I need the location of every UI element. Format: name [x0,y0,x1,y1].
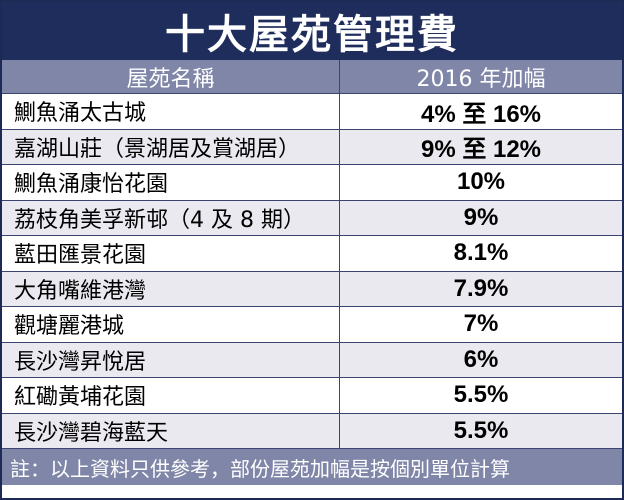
table-row: 鰂魚涌康怡花園 10% [2,165,622,201]
table-row: 嘉湖山莊（景湖居及賞湖居） 9% 至 12% [2,129,622,165]
table-title: 十大屋苑管理費 [2,2,622,60]
header-increase-rate: 2016 年加幅 [416,66,546,92]
estate-name: 長沙灣昇悅居 [2,342,340,377]
increase-rate: 9% 至 12% [420,136,542,164]
increase-rate: 9% [463,203,499,231]
estate-name: 長沙灣碧海藍天 [2,413,340,448]
estate-name: 荔枝角美孚新邨（4 及 8 期） [2,200,340,235]
increase-rate: 7.9% [453,274,509,302]
table-body: 鰂魚涌太古城 4% 至 16% 嘉湖山莊（景湖居及賞湖居） 9% 至 12% 鰂… [2,94,622,449]
table-row: 紅磡黃埔花園 5.5% [2,378,622,414]
table-row: 大角嘴維港灣 7.9% [2,271,622,307]
table-row: 長沙灣碧海藍天 5.5% [2,413,622,449]
increase-rate: 8.1% [453,239,509,267]
increase-rate: 7% [463,310,499,338]
estate-name: 嘉湖山莊（景湖居及賞湖居） [2,129,340,164]
estate-name: 鰂魚涌太古城 [2,94,340,129]
table-header: 屋苑名稱 2016 年加幅 [2,60,622,94]
estate-name: 紅磡黃埔花園 [2,378,340,413]
table-row: 長沙灣昇悅居 6% [2,342,622,378]
estate-name: 鰂魚涌康怡花園 [2,165,340,200]
increase-rate: 10% [456,168,506,196]
increase-rate: 4% 至 16% [420,100,542,128]
table-row: 觀塘麗港城 7% [2,307,622,343]
estate-name: 大角嘴維港灣 [2,271,340,306]
table-row: 鰂魚涌太古城 4% 至 16% [2,94,622,130]
table-row: 荔枝角美孚新邨（4 及 8 期） 9% [2,200,622,236]
estate-name: 藍田匯景花園 [2,236,340,271]
increase-rate: 6% [463,345,499,373]
footnote: 註：以上資料只供參考，部份屋苑加幅是按個別單位計算 [2,449,622,485]
increase-rate: 5.5% [453,416,509,444]
table-row: 藍田匯景花園 8.1% [2,236,622,272]
estate-name: 觀塘麗港城 [2,307,340,342]
increase-rate: 5.5% [453,381,509,409]
header-estate-name: 屋苑名稱 [2,60,340,93]
